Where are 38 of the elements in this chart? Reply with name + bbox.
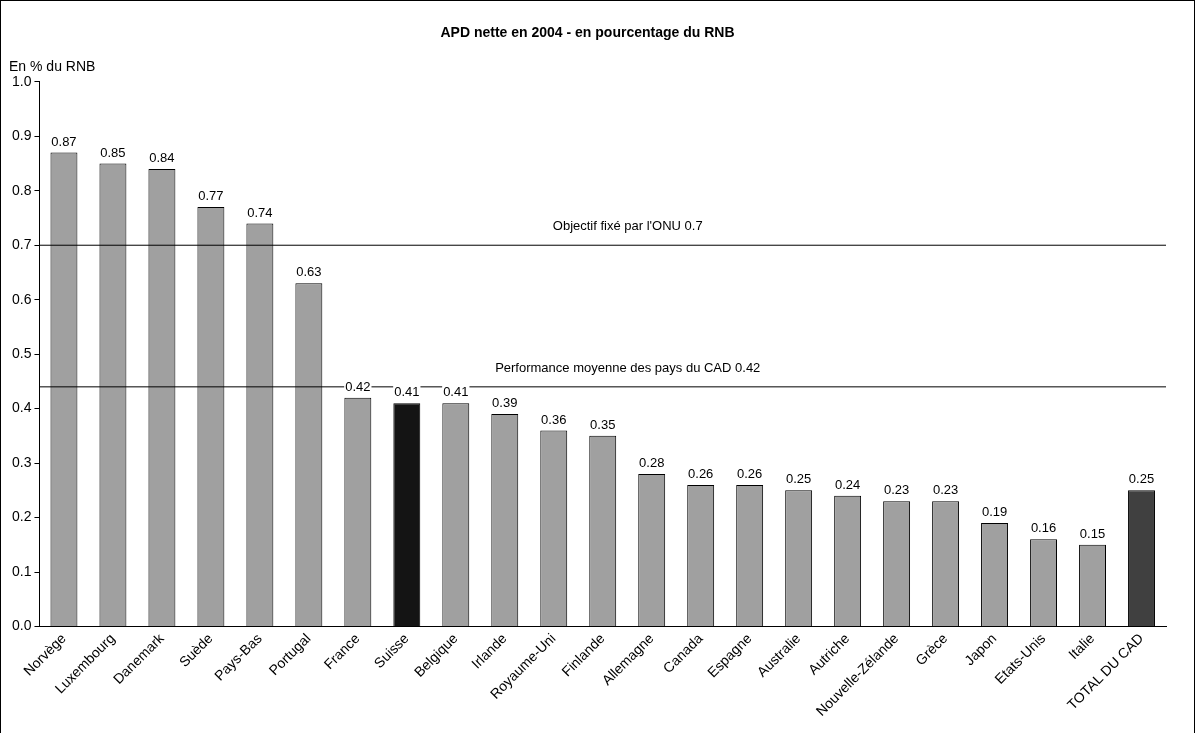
- y-tick-label: 1.0: [11, 72, 32, 89]
- data-label: 0.41: [443, 384, 469, 400]
- data-label: 0.19: [981, 504, 1008, 520]
- data-label: 0.26: [688, 465, 714, 481]
- data-label: 0.63: [296, 264, 322, 280]
- y-tick-label: 0.3: [11, 453, 32, 470]
- data-label: 0.85: [100, 144, 126, 160]
- y-tick-label: 0.0: [11, 617, 32, 634]
- data-label: 0.74: [247, 204, 273, 220]
- y-tick-label: 0.8: [11, 181, 32, 198]
- y-tick-label: 0.6: [11, 290, 32, 307]
- y-tick-label: 0.5: [11, 345, 32, 362]
- data-label: 0.36: [541, 411, 567, 427]
- data-label: 0.84: [149, 150, 175, 166]
- data-label: 0.23: [932, 482, 959, 498]
- data-label: 0.28: [639, 455, 665, 471]
- data-label: 0.41: [394, 384, 420, 400]
- data-label: 0.35: [590, 416, 616, 432]
- y-tick-label: 0.9: [11, 127, 32, 144]
- ref-line-label: Performance moyenne des pays du CAD 0.42: [495, 359, 761, 375]
- y-axis-title: En % du RNB: [9, 57, 96, 74]
- ref-line-label: Objectif fixé par l'ONU 0.7: [552, 218, 703, 234]
- data-label: 0.25: [785, 471, 812, 487]
- data-label: 0.25: [1128, 471, 1155, 487]
- y-tick-label: 0.7: [11, 236, 32, 253]
- y-tick-label: 0.1: [11, 562, 32, 579]
- data-label: 0.42: [345, 378, 371, 394]
- data-label: 0.16: [1030, 520, 1057, 536]
- chart-title: APD nette en 2004 - en pourcentage du RNB: [440, 24, 735, 41]
- y-tick-label: 0.4: [11, 399, 32, 416]
- data-label: 0.23: [883, 482, 910, 498]
- data-label: 0.15: [1079, 525, 1106, 541]
- data-label: 0.77: [198, 188, 224, 204]
- data-label: 0.26: [737, 465, 763, 481]
- data-label: 0.39: [492, 395, 518, 411]
- data-label: 0.87: [51, 133, 77, 149]
- y-tick-label: 0.2: [11, 508, 32, 525]
- data-label: 0.24: [834, 476, 861, 492]
